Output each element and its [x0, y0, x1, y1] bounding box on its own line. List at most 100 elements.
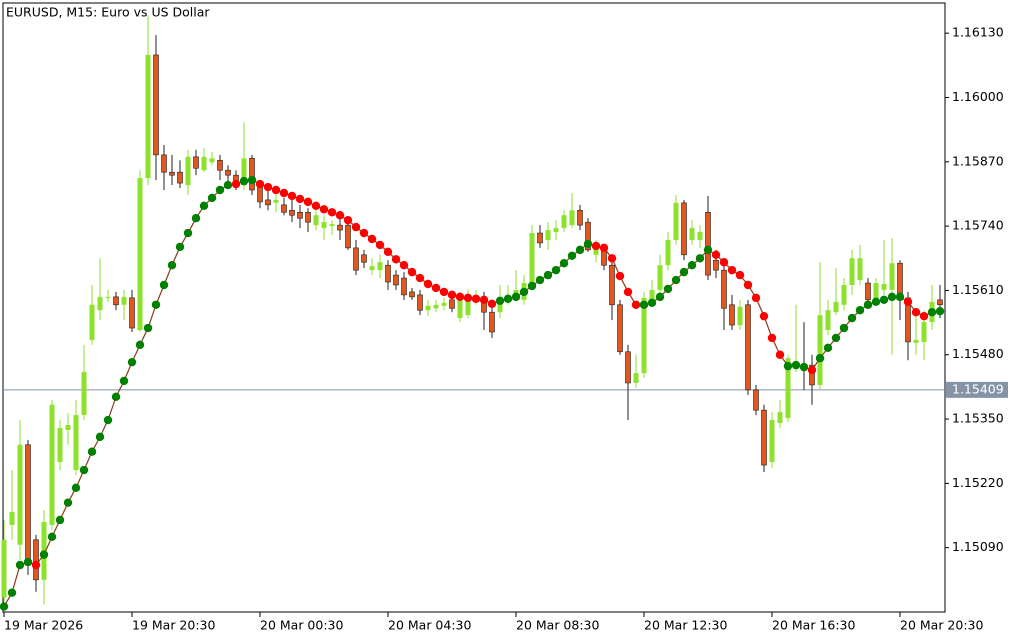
candle-body — [697, 232, 703, 240]
current-price-box — [946, 381, 1008, 398]
indicator-dot — [207, 193, 217, 203]
candle-body — [489, 311, 495, 333]
indicator-dot — [695, 254, 705, 263]
current-price-label: 1.15409 — [952, 381, 1004, 396]
indicator-dot — [143, 323, 153, 333]
indicator-dot — [159, 280, 169, 290]
candle-body — [585, 221, 591, 251]
y-tick-label: 1.15870 — [952, 153, 1004, 168]
indicator-dot — [167, 261, 177, 270]
indicator-dot — [647, 298, 657, 308]
candle-body — [649, 289, 655, 300]
candle-body — [241, 158, 247, 186]
candle-body — [329, 224, 335, 227]
indicator-dot — [591, 241, 601, 251]
indicator-dot — [431, 283, 441, 293]
y-tick-label: 1.15480 — [952, 346, 1004, 361]
candle-body — [921, 322, 927, 342]
indicator-dot — [223, 180, 233, 190]
candle-body — [433, 304, 439, 309]
indicator-dot — [487, 299, 497, 308]
indicator-dot — [231, 179, 241, 189]
candle-body — [385, 264, 391, 283]
candle-body — [777, 412, 783, 424]
x-tick-label: 19 Mar 20:30 — [132, 618, 216, 633]
indicator-dot — [423, 279, 433, 289]
indicator-dot — [367, 234, 377, 244]
indicator-dot — [471, 294, 481, 304]
indicator-dot — [191, 214, 201, 223]
indicator-dot — [631, 300, 641, 309]
candle-body — [809, 364, 815, 386]
x-tick-label: 20 Mar 04:30 — [388, 618, 472, 633]
x-tick-label: 20 Mar 16:30 — [772, 618, 856, 633]
indicator-dot — [295, 194, 305, 204]
y-tick-label: 1.16130 — [952, 25, 1004, 40]
indicator-dot — [759, 311, 769, 321]
indicator-dot — [215, 185, 225, 195]
candle-body — [833, 301, 839, 313]
candle-body — [593, 247, 599, 255]
candle-body — [361, 254, 367, 263]
indicator-dot — [447, 290, 457, 300]
indicator-dot — [639, 300, 649, 309]
candle-body — [569, 210, 575, 226]
candle-body — [737, 306, 743, 326]
indicator-dot — [375, 240, 385, 250]
indicator-dot — [351, 222, 361, 232]
candle-body — [209, 158, 215, 163]
indicator-dot — [335, 211, 345, 220]
indicator-dot — [543, 270, 553, 280]
candle-body — [369, 266, 375, 271]
candle-body — [1, 539, 7, 598]
indicator-dot — [719, 258, 729, 267]
candle-body — [17, 444, 23, 545]
candle-body — [185, 156, 191, 186]
candle-body — [201, 156, 207, 171]
candle-body — [89, 304, 95, 340]
indicator-dot — [63, 498, 73, 507]
candle-body — [457, 299, 463, 319]
indicator-dot — [271, 185, 281, 195]
candle-body — [705, 211, 711, 276]
indicator-dot — [199, 201, 209, 211]
candle-body — [609, 264, 615, 306]
candle-body — [281, 204, 287, 213]
candle-body — [225, 169, 231, 176]
candle-body — [857, 258, 863, 281]
indicator-dot — [7, 588, 17, 597]
candle-body — [873, 283, 879, 300]
indicator-dot — [895, 292, 905, 302]
indicator-dot — [671, 275, 681, 285]
indicator-dot — [623, 287, 633, 297]
x-tick-label: 20 Mar 08:30 — [516, 618, 600, 633]
indicator-dot — [887, 292, 897, 302]
candle-body — [321, 222, 327, 229]
chart-title: EURUSD, M15: Euro vs US Dollar — [6, 5, 210, 20]
indicator-dot — [839, 323, 849, 333]
indicator-dot — [743, 280, 753, 290]
candle-body — [129, 297, 135, 329]
indicator-dot — [855, 306, 865, 315]
indicator-dot — [255, 179, 265, 189]
candle-body — [249, 158, 255, 191]
candle-body — [817, 315, 823, 385]
candle-body — [169, 171, 175, 176]
indicator-dot — [31, 560, 41, 570]
candle-body — [497, 297, 503, 313]
indicator-dot — [559, 259, 569, 268]
indicator-dot — [847, 313, 857, 323]
indicator-dot — [247, 175, 257, 185]
indicator-dot — [687, 261, 697, 270]
candle-body — [345, 224, 351, 249]
y-tick-label: 1.15610 — [952, 282, 1004, 297]
candle-body — [657, 265, 663, 290]
candle-body — [193, 156, 199, 169]
indicator-dot — [383, 247, 393, 257]
indicator-dot — [815, 354, 825, 363]
indicator-dot — [807, 365, 817, 375]
indicator-dot — [87, 447, 97, 456]
candle-body — [25, 444, 31, 566]
indicator-dot — [775, 350, 785, 359]
